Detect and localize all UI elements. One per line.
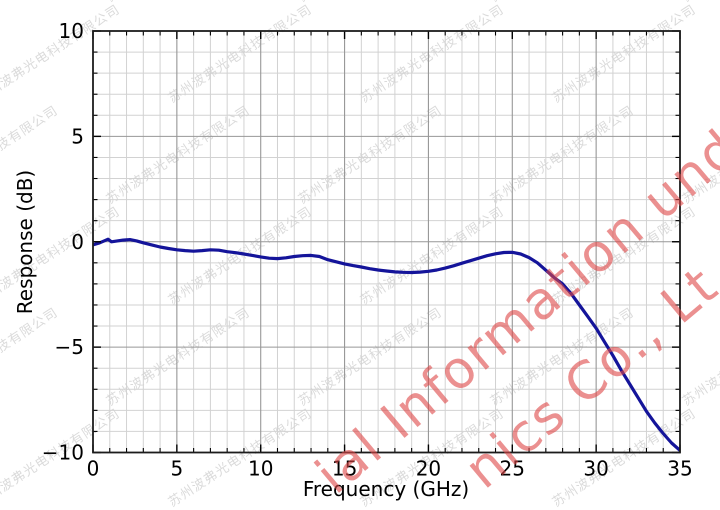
company-watermark-text: 苏州波弗光电科技有限公司: [104, 305, 254, 410]
x-tick-label: 25: [500, 457, 525, 481]
x-tick-label: 10: [248, 457, 273, 481]
company-watermark-text: 苏州波弗光电科技有限公司: [680, 103, 720, 208]
y-tick-label: 10: [59, 19, 84, 43]
company-watermark-text: 苏州波弗光电科技有限公司: [0, 305, 62, 410]
plot-border: [92, 30, 681, 454]
response-curve: [93, 237, 680, 452]
company-watermark-text: 苏州波弗光电科技有限公司: [296, 103, 446, 208]
company-watermark-text: 苏州波弗光电科技有限公司: [678, 0, 720, 5]
company-watermark-text: 苏州波弗光电科技有限公司: [486, 0, 637, 5]
company-watermark-text: 苏州波弗光电科技有限公司: [550, 2, 700, 107]
company-watermark-text: 苏州波弗光电科技有限公司: [680, 305, 720, 410]
x-tick-label: 5: [170, 457, 183, 481]
company-watermark-text: 苏州波弗光电科技有限公司: [358, 204, 508, 309]
company-watermark-text: 苏州波弗光电科技有限公司: [0, 0, 61, 5]
company-watermark-text: 苏州波弗光电科技有限公司: [104, 103, 254, 208]
company-watermark-text: 苏州波弗光电科技有限公司: [0, 406, 124, 510]
x-tick-label: 30: [583, 457, 608, 481]
y-axis-label: Response (dB): [13, 169, 37, 315]
company-watermark-text: 苏州波弗光电科技有限公司: [294, 0, 445, 5]
company-watermark-text: 苏州波弗光电科技有限公司: [166, 2, 316, 107]
company-watermark-text: 苏州波弗光电科技有限公司: [358, 406, 508, 510]
x-tick-label: 35: [667, 457, 692, 481]
company-watermark-text: 苏州波弗光电科技有限公司: [550, 204, 700, 309]
company-watermark-text: 苏州波弗光电科技有限公司: [0, 204, 124, 309]
red-watermark-line2: nics Co., Lt: [454, 255, 720, 501]
x-tick-label: 20: [416, 457, 441, 481]
x-axis-label: Frequency (GHz): [302, 477, 470, 501]
company-watermark-text: 苏州波弗光电科技有限公司: [488, 103, 638, 208]
y-tick-label: −5: [55, 335, 84, 359]
x-tick-label: 0: [87, 457, 100, 481]
company-watermark-text: 苏州波弗光电科技有限公司: [102, 0, 253, 5]
y-tick-label: 5: [71, 124, 84, 148]
company-watermark-text: 苏州波弗光电科技有限公司: [550, 406, 700, 510]
y-tick-label: 0: [71, 230, 84, 254]
company-watermark-text: 苏州波弗光电科技有限公司: [488, 305, 638, 410]
company-watermark-text: 苏州波弗光电科技有限公司: [0, 103, 62, 208]
company-watermark-text: 苏州波弗光电科技有限公司: [296, 305, 446, 410]
company-watermark-text: 苏州波弗光电科技有限公司: [166, 204, 316, 309]
red-watermark-line1: ial Information und: [305, 118, 720, 506]
company-watermark-text: 苏州波弗光电科技有限公司: [358, 2, 508, 107]
x-tick-label: 15: [332, 457, 357, 481]
company-watermark-text: 苏州波弗光电科技有限公司: [166, 406, 316, 510]
company-watermark-text: 苏州波弗光电科技有限公司: [0, 2, 124, 107]
y-tick-label: −10: [42, 441, 84, 465]
